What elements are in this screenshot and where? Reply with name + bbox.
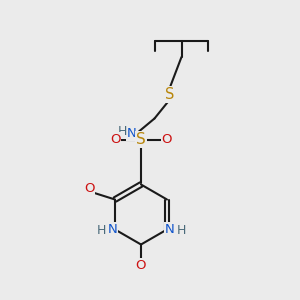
Text: H: H [117,125,127,138]
Text: N: N [164,223,174,236]
Text: N: N [127,127,137,140]
Text: S: S [165,87,174,102]
Text: O: O [161,133,172,146]
Text: S: S [136,132,146,147]
Text: O: O [84,182,95,196]
Text: H: H [177,224,186,238]
Text: O: O [110,133,121,146]
Text: O: O [136,259,146,272]
Text: N: N [108,223,118,236]
Text: H: H [97,224,106,238]
